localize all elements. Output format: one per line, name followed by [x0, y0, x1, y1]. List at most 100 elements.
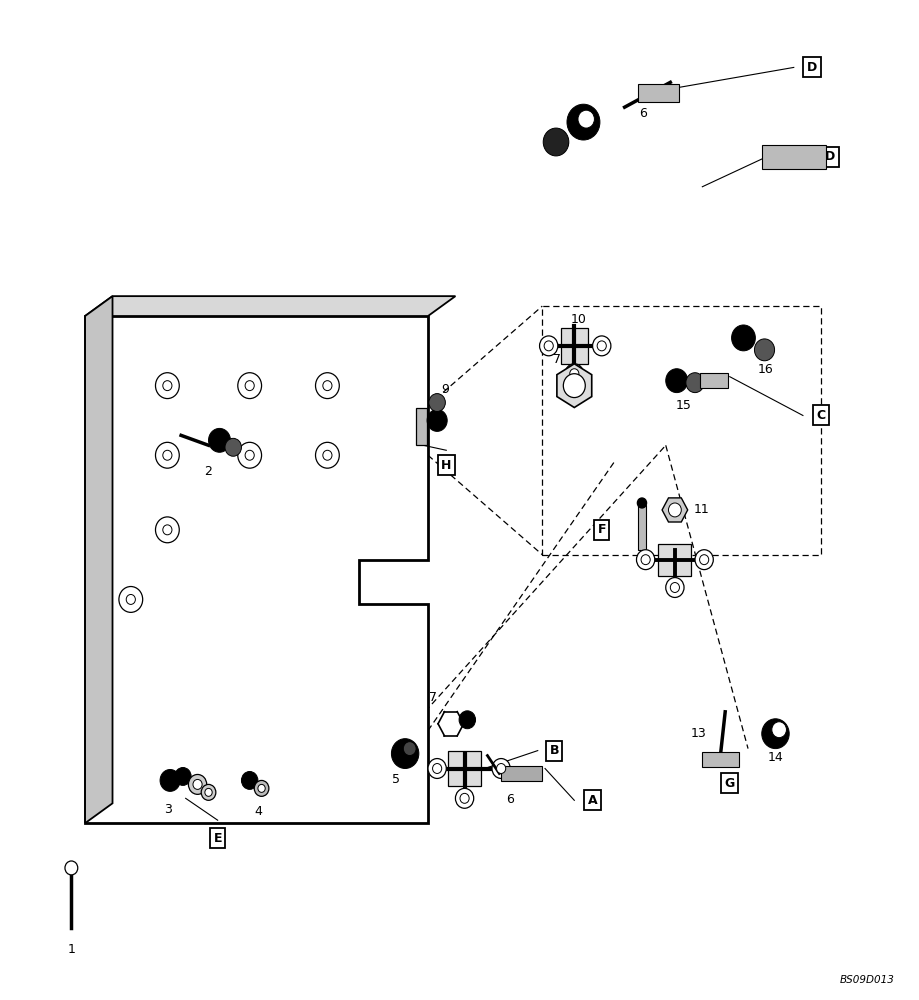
Text: 7: 7 [552, 353, 560, 366]
Circle shape [577, 110, 594, 128]
Text: F: F [596, 523, 606, 536]
Circle shape [426, 410, 447, 431]
Text: 16: 16 [756, 363, 772, 376]
Circle shape [694, 550, 712, 570]
Circle shape [637, 498, 646, 508]
Circle shape [155, 373, 179, 399]
Circle shape [542, 128, 568, 156]
Circle shape [155, 517, 179, 543]
Text: 7: 7 [428, 691, 437, 704]
Circle shape [257, 784, 265, 792]
Circle shape [754, 339, 774, 361]
Circle shape [155, 442, 179, 468]
Bar [638, 505, 645, 550]
Bar [415, 408, 426, 445]
Circle shape [315, 442, 339, 468]
Text: 8: 8 [460, 788, 468, 801]
Circle shape [636, 550, 654, 570]
Circle shape [237, 442, 261, 468]
Circle shape [163, 525, 172, 535]
Bar [501, 766, 541, 781]
Circle shape [427, 759, 446, 778]
Text: H: H [440, 459, 451, 472]
Circle shape [731, 325, 754, 351]
Circle shape [119, 587, 142, 612]
Circle shape [201, 784, 216, 800]
Circle shape [65, 861, 78, 875]
Text: 15: 15 [675, 399, 691, 412]
Circle shape [539, 336, 557, 356]
Circle shape [543, 341, 552, 351]
Bar [699, 373, 727, 388]
Circle shape [670, 583, 679, 592]
Circle shape [771, 722, 786, 738]
Bar [761, 145, 825, 169]
Text: 5: 5 [391, 773, 400, 786]
Circle shape [126, 594, 135, 604]
Circle shape [432, 764, 441, 773]
Circle shape [562, 374, 584, 398]
Bar [638, 84, 679, 102]
Text: 11: 11 [692, 503, 709, 516]
Text: A: A [587, 794, 596, 807]
Text: 4: 4 [254, 805, 262, 818]
Text: 10: 10 [571, 313, 586, 326]
Bar [658, 544, 690, 576]
Circle shape [698, 555, 708, 565]
Text: 5: 5 [562, 137, 569, 150]
Circle shape [460, 793, 469, 803]
Circle shape [244, 381, 254, 391]
Circle shape [592, 336, 610, 356]
Polygon shape [662, 498, 686, 522]
Circle shape [665, 578, 684, 597]
Circle shape [175, 768, 191, 785]
Text: B: B [549, 744, 559, 757]
Circle shape [455, 788, 473, 808]
Text: 3: 3 [164, 803, 172, 816]
Circle shape [323, 381, 332, 391]
Circle shape [564, 364, 583, 384]
Text: 1: 1 [67, 943, 75, 956]
Text: BS09D013: BS09D013 [838, 975, 893, 985]
Bar [560, 328, 587, 364]
Bar [701, 752, 738, 767]
Circle shape [323, 450, 332, 460]
Circle shape [428, 394, 445, 411]
Circle shape [596, 341, 606, 351]
Circle shape [668, 503, 681, 517]
Text: 13: 13 [690, 727, 706, 740]
Circle shape [244, 450, 254, 460]
Polygon shape [85, 316, 427, 823]
Circle shape [403, 742, 415, 756]
Circle shape [492, 759, 510, 778]
Text: 6: 6 [505, 793, 514, 806]
Text: 6: 6 [639, 107, 646, 120]
Text: C: C [816, 409, 825, 422]
Circle shape [391, 739, 418, 768]
Circle shape [254, 780, 268, 796]
Circle shape [188, 774, 207, 794]
Circle shape [225, 438, 241, 456]
Text: E: E [213, 832, 221, 845]
Circle shape [163, 381, 172, 391]
Circle shape [496, 764, 505, 773]
Circle shape [665, 369, 686, 393]
Circle shape [160, 769, 180, 791]
Text: G: G [724, 777, 734, 790]
Polygon shape [85, 296, 112, 823]
Circle shape [569, 369, 578, 379]
Circle shape [315, 373, 339, 399]
Polygon shape [556, 364, 591, 408]
Circle shape [241, 771, 257, 789]
Bar [448, 751, 481, 786]
Circle shape [193, 779, 202, 789]
Circle shape [205, 788, 212, 796]
Circle shape [163, 450, 172, 460]
Circle shape [459, 711, 475, 729]
Circle shape [209, 428, 231, 452]
Circle shape [566, 104, 599, 140]
Text: D: D [806, 61, 816, 74]
Text: 14: 14 [766, 751, 782, 764]
Text: D: D [824, 150, 834, 163]
Text: 12: 12 [692, 553, 709, 566]
